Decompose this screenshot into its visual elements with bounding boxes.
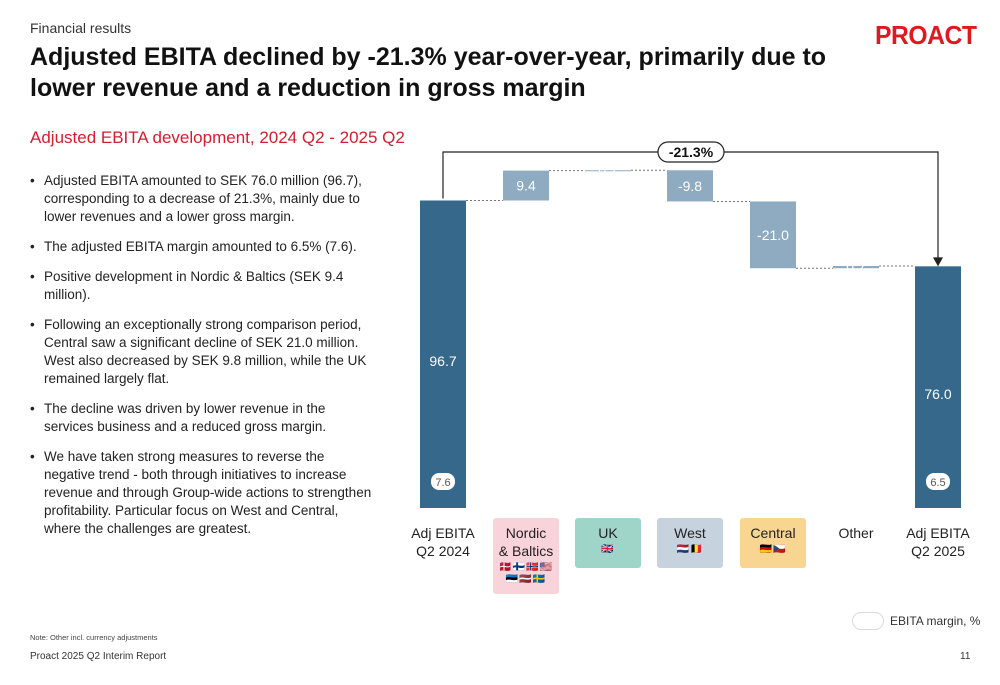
- page-title: Adjusted EBITA declined by -21.3% year-o…: [30, 43, 827, 102]
- margin-legend-label: EBITA margin, %: [890, 614, 981, 628]
- bar-2: [503, 170, 549, 201]
- country-flags-icon: 🇬🇧: [601, 544, 615, 555]
- value-label: 9.4: [516, 178, 536, 194]
- category-name: Central: [740, 518, 806, 542]
- margin-value: 7.6: [435, 477, 450, 489]
- category-line1: UK: [598, 525, 618, 541]
- category-label: Adj EBITA Q2 2025: [905, 518, 971, 568]
- country-flags-icon: 🇩🇪🇨🇿: [759, 544, 787, 555]
- bullet-item: The adjusted EBITA margin amounted to 6.…: [30, 238, 375, 256]
- margin-value: 6.5: [930, 477, 945, 489]
- category-line1: Nordic: [505, 525, 547, 541]
- page-number: 11: [960, 651, 971, 662]
- change-bracket: [442, 151, 939, 261]
- footnote: Note: Other incl. currency adjustments: [30, 633, 158, 642]
- bullet-item: We have taken strong measures to reverse…: [30, 448, 375, 538]
- value-label: 96.7: [429, 353, 456, 369]
- bar-1: [420, 200, 466, 508]
- bullet-item: Following an exceptionally strong compar…: [30, 316, 375, 388]
- category-label: Other: [823, 518, 889, 568]
- category-line2: & Baltics: [498, 543, 554, 559]
- category-line2: Q2 2024: [416, 543, 470, 559]
- margin-legend-swatch: [852, 612, 884, 630]
- value-label: -9.8: [678, 178, 702, 194]
- category-line1: Other: [838, 525, 874, 541]
- category-label: Central 🇩🇪🇨🇿: [740, 518, 806, 568]
- bar-5: [750, 201, 796, 269]
- change-pill: [657, 141, 725, 163]
- category-label: UK 🇬🇧: [575, 518, 641, 568]
- category-name: Other: [823, 518, 889, 542]
- margin-badge: [431, 473, 455, 490]
- category-name: West: [657, 518, 723, 542]
- country-flags-icon: 🇩🇰🇫🇮🇳🇴🇺🇸 🇪🇪🇱🇻🇸🇪: [499, 562, 553, 585]
- bracket-arrowhead: [933, 257, 943, 267]
- category-line2: Q2 2025: [911, 543, 965, 559]
- section-label: Financial results: [30, 20, 132, 36]
- footer-report-name: Proact 2025 Q2 Interim Report: [30, 651, 167, 662]
- category-label: Adj EBITA Q2 2024: [410, 518, 476, 568]
- country-flags-icon: 🇳🇱🇧🇪: [676, 544, 704, 555]
- bar-6: [833, 266, 879, 269]
- value-label: 76.0: [924, 386, 951, 402]
- change-annotation: -21.3%: [669, 144, 714, 160]
- bar-7: [915, 266, 961, 508]
- proact-logo: PROACT: [875, 20, 977, 50]
- chart-subtitle: Adjusted EBITA development, 2024 Q2 - 20…: [30, 128, 405, 147]
- bullet-list: Adjusted EBITA amounted to SEK 76.0 mill…: [30, 172, 375, 550]
- category-name: UK: [575, 518, 641, 542]
- value-label: -21.0: [757, 227, 789, 243]
- value-label: 0.7: [846, 259, 866, 275]
- bullet-item: The decline was driven by lower revenue …: [30, 400, 375, 436]
- category-label: West 🇳🇱🇧🇪: [657, 518, 723, 568]
- category-label: Nordic & Baltics 🇩🇰🇫🇮🇳🇴🇺🇸 🇪🇪🇱🇻🇸🇪: [493, 518, 559, 594]
- category-name: Adj EBITA Q2 2025: [905, 518, 971, 560]
- category-line1: West: [674, 525, 706, 541]
- category-name: Adj EBITA Q2 2024: [410, 518, 476, 560]
- category-line1: Adj EBITA: [411, 525, 475, 541]
- bullet-item: Adjusted EBITA amounted to SEK 76.0 mill…: [30, 172, 375, 226]
- bullet-item: Positive development in Nordic & Baltics…: [30, 268, 375, 304]
- category-name: Nordic & Baltics: [493, 518, 559, 560]
- value-label: 0.1: [598, 163, 618, 179]
- category-line1: Central: [750, 525, 796, 541]
- category-line1: Adj EBITA: [906, 525, 970, 541]
- bar-4: [667, 170, 713, 202]
- margin-badge: [926, 473, 950, 490]
- bar-3: [585, 170, 631, 172]
